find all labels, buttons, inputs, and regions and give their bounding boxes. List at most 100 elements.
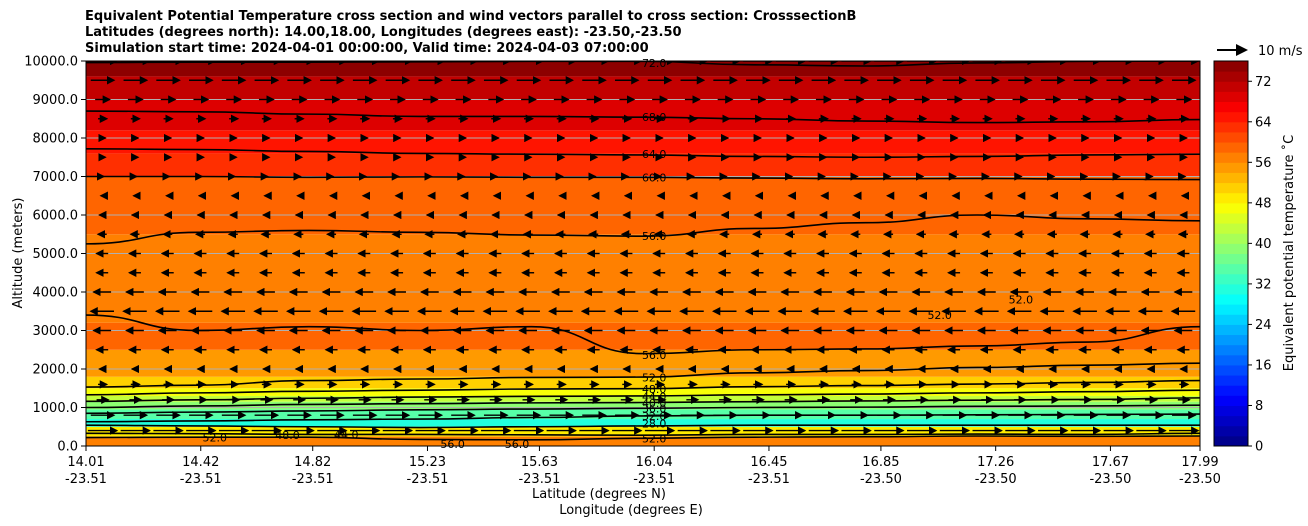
colorbar-segment bbox=[1214, 435, 1248, 447]
contour-labels: 72.068.064.060.056.056.052.048.044.040.0… bbox=[203, 57, 1034, 451]
colorbar-segment bbox=[1214, 81, 1248, 92]
colorbar-frame bbox=[1213, 60, 1249, 447]
colorbar-segment bbox=[1214, 172, 1248, 184]
contour-label: 56.0 bbox=[505, 438, 530, 451]
contour-label: 60.0 bbox=[642, 171, 667, 184]
contour-line-52 bbox=[86, 432, 1200, 437]
wind-key-label: 10 m/s bbox=[1258, 44, 1303, 59]
y-tick-label: 8000.0 bbox=[33, 132, 79, 147]
colorbar-segment bbox=[1214, 273, 1248, 285]
colorbar-segment bbox=[1214, 304, 1248, 315]
colorbar-tick-label: 16 bbox=[1255, 358, 1272, 373]
field-band bbox=[86, 401, 1200, 410]
y-tick-label: 1000.0 bbox=[33, 401, 79, 416]
y-tick-label: 4000.0 bbox=[33, 286, 79, 301]
x-tick-label-lon: -23.50 bbox=[860, 472, 902, 487]
field-band bbox=[86, 76, 1200, 100]
x-tick-label-lat: 15.23 bbox=[409, 455, 446, 470]
colorbar-segment bbox=[1214, 142, 1248, 153]
colorbar-segment bbox=[1214, 101, 1248, 113]
contour-line-48 bbox=[86, 379, 1200, 396]
contour-label: 48.0 bbox=[642, 383, 667, 396]
colorbar-segment bbox=[1214, 425, 1248, 437]
contour-label: 68.0 bbox=[642, 111, 667, 124]
contour-line-56 bbox=[86, 314, 1200, 355]
x-tick-label-lat: 14.42 bbox=[182, 455, 219, 470]
colorbar: 0 8 16 24 32 40 48 56 64 72 bbox=[1213, 60, 1272, 455]
colorbar-segment bbox=[1214, 212, 1248, 224]
y-tick-label: 10000.0 bbox=[24, 55, 78, 70]
contour-line-64 bbox=[86, 147, 1200, 159]
contour-label: 32.0 bbox=[642, 410, 667, 423]
colorbar-segment bbox=[1214, 233, 1248, 244]
colorbar-segment bbox=[1214, 263, 1248, 275]
field-band bbox=[86, 234, 1200, 323]
field-band bbox=[86, 426, 1200, 437]
contour-label: 72.0 bbox=[642, 57, 667, 70]
contour-label: 52.0 bbox=[203, 432, 228, 445]
colorbar-segment bbox=[1214, 314, 1248, 325]
colorbar-segment bbox=[1214, 121, 1248, 133]
contour-line-36 bbox=[86, 404, 1200, 415]
contour-label: 52.0 bbox=[642, 371, 667, 384]
y-tick-label: 7000.0 bbox=[33, 170, 79, 185]
colorbar-tick-label: 24 bbox=[1255, 318, 1272, 333]
colorbar-segment bbox=[1214, 344, 1248, 356]
chart-title-line-3: Simulation start time: 2024-04-01 00:00:… bbox=[85, 41, 649, 56]
colorbar-tick-label: 72 bbox=[1255, 75, 1272, 90]
colorbar-segment bbox=[1214, 152, 1248, 163]
x-tick-label-lon: -23.50 bbox=[975, 472, 1017, 487]
contour-label: 52.0 bbox=[1009, 294, 1034, 307]
x-tick-label-lon: -23.51 bbox=[748, 472, 790, 487]
y-tick-label: 0.0 bbox=[57, 440, 78, 455]
colorbar-segment bbox=[1214, 61, 1248, 72]
colorbar-segment bbox=[1214, 131, 1248, 143]
x-axis-label-latitude: Latitude (degrees N) bbox=[532, 487, 666, 502]
x-tick-label-lon: -23.51 bbox=[633, 472, 675, 487]
contour-line-28 bbox=[86, 424, 1200, 429]
colorbar-tick-label: 56 bbox=[1255, 156, 1272, 171]
contour-label: 56.0 bbox=[642, 349, 667, 362]
contour-label: 52.0 bbox=[927, 309, 952, 322]
colorbar-segment bbox=[1214, 202, 1248, 214]
x-tick-label-lat: 16.85 bbox=[862, 455, 899, 470]
colorbar-segment bbox=[1214, 324, 1248, 336]
field-band bbox=[86, 419, 1200, 427]
field-band bbox=[86, 376, 1200, 389]
contour-label: 44.0 bbox=[334, 428, 359, 441]
y-tick-label: 9000.0 bbox=[33, 93, 79, 108]
wind-key: 10 m/s bbox=[1217, 44, 1303, 59]
colorbar-segment bbox=[1214, 71, 1248, 82]
x-tick-label-lat: 16.45 bbox=[750, 455, 787, 470]
field-band bbox=[86, 176, 1200, 235]
field-band bbox=[86, 388, 1200, 396]
colorbar-label: Equivalent potential temperature ˚C bbox=[1281, 135, 1297, 371]
contour-label: 48.0 bbox=[275, 429, 300, 442]
colorbar-segment bbox=[1214, 162, 1248, 173]
colorbar-segment bbox=[1214, 415, 1248, 427]
colorbar-segment bbox=[1214, 364, 1248, 376]
x-tick-label-lat: 14.01 bbox=[67, 455, 104, 470]
contour-label: 56.0 bbox=[440, 438, 465, 451]
colorbar-segment bbox=[1214, 395, 1248, 406]
x-tick-label-lon: -23.51 bbox=[180, 472, 222, 487]
x-tick-label-lat: 15.63 bbox=[521, 455, 558, 470]
colorbar-segment bbox=[1214, 294, 1248, 305]
colorbar-segment bbox=[1214, 253, 1248, 265]
contour-label: 44.0 bbox=[642, 391, 667, 404]
x-tick-label-lon: -23.51 bbox=[292, 472, 334, 487]
colorbar-segment bbox=[1214, 375, 1248, 386]
contour-label: 40.0 bbox=[642, 397, 667, 410]
colorbar-segment bbox=[1214, 354, 1248, 366]
chart-title-line-2: Latitudes (degrees north): 14.00,18.00, … bbox=[85, 25, 682, 40]
x-tick-label-lon: -23.50 bbox=[1089, 472, 1131, 487]
y-tick-label: 3000.0 bbox=[33, 324, 79, 339]
x-tick-label-lon: -23.51 bbox=[518, 472, 560, 487]
x-tick-label-lat: 16.04 bbox=[636, 455, 673, 470]
colorbar-tick-label: 0 bbox=[1255, 440, 1263, 455]
field-band bbox=[86, 409, 1200, 420]
contour-label: 36.0 bbox=[642, 402, 667, 415]
x-axis-label-longitude: Longitude (degrees E) bbox=[559, 503, 703, 518]
colorbar-segment bbox=[1214, 334, 1248, 346]
